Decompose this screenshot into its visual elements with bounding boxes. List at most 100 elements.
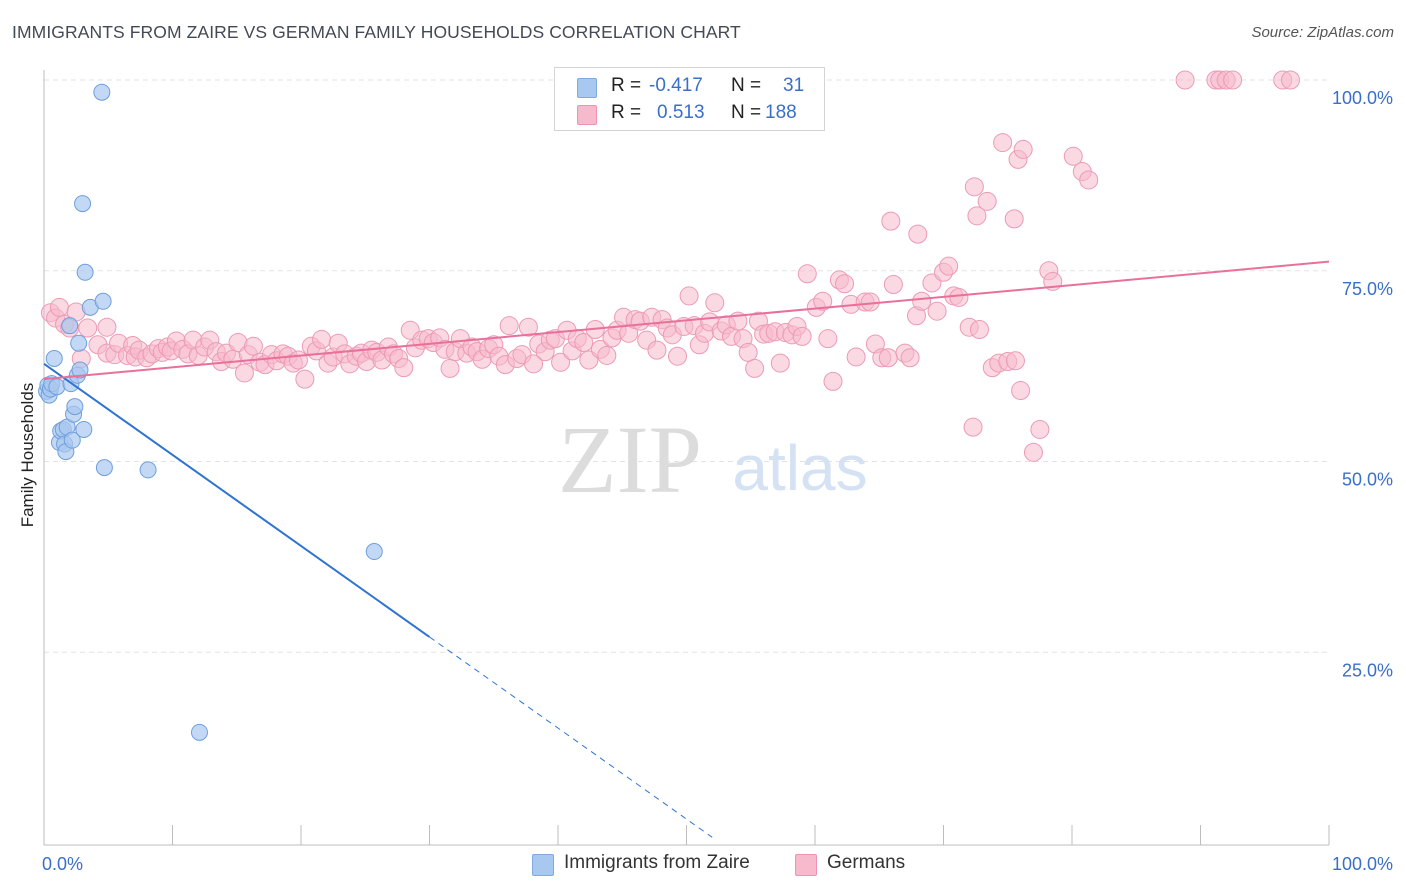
y-axis-label: Family Households	[18, 382, 37, 528]
germans-point	[878, 348, 898, 368]
germans-point	[394, 358, 414, 378]
bottom-legend-swatch-zaire	[532, 854, 554, 876]
zaire-trend-extension	[429, 636, 713, 838]
legend-n-label: N =	[731, 75, 762, 96]
zaire-point	[74, 195, 92, 213]
zaire-point	[95, 459, 113, 477]
germans-point	[705, 293, 725, 313]
trend-lines	[43, 260, 1330, 838]
bottom-legend-swatch-germans	[795, 854, 817, 876]
zaire-point	[139, 461, 157, 479]
germans-point	[1011, 381, 1031, 401]
germans-point	[668, 346, 688, 366]
germans-point	[939, 256, 959, 276]
legend-r-label: R =	[611, 75, 642, 96]
watermark: ZIP atlas	[558, 406, 868, 513]
x-tick-label: 100.0%	[1332, 854, 1393, 874]
germans-point	[97, 317, 117, 337]
legend-swatch-germans	[577, 105, 597, 125]
legend-r-label: R =	[611, 102, 642, 123]
zaire-point	[45, 349, 63, 367]
zaire-points	[38, 83, 383, 741]
germans-point	[440, 358, 460, 378]
germans-trend-line	[43, 260, 1330, 381]
germans-point	[949, 287, 969, 307]
germans-point	[1079, 170, 1099, 190]
zaire-point	[190, 723, 208, 741]
germans-point	[49, 297, 69, 317]
germans-point	[647, 340, 667, 360]
bottom-legend-label-zaire: Immigrants from Zaire	[564, 852, 750, 873]
germans-point	[1175, 70, 1195, 90]
x-tick-label: 0.0%	[42, 854, 83, 874]
germans-point	[1013, 139, 1033, 159]
germans-point	[597, 345, 617, 365]
germans-point	[234, 363, 254, 383]
germans-point	[908, 224, 928, 244]
germans-point	[967, 206, 987, 226]
germans-point	[1280, 70, 1300, 90]
germans-point	[679, 286, 699, 306]
zaire-trend-line	[43, 363, 431, 638]
germans-point	[912, 291, 932, 311]
germans-point	[745, 358, 765, 378]
legend-n-value-germans: 188	[765, 102, 797, 123]
watermark-atlas: atlas	[732, 432, 867, 504]
germans-point	[1005, 351, 1025, 371]
zaire-point	[76, 263, 94, 281]
germans-point	[1223, 70, 1243, 90]
legend-r-value-germans: 0.513	[657, 102, 705, 123]
germans-point	[518, 317, 538, 337]
germans-point	[881, 211, 901, 231]
germans-point	[1063, 146, 1083, 166]
y-tick-label: 75.0%	[1342, 279, 1393, 299]
germans-point	[1030, 419, 1050, 439]
legend-swatch-zaire	[577, 78, 597, 98]
germans-point	[1004, 209, 1024, 229]
germans-point	[295, 369, 315, 389]
germans-point	[797, 264, 817, 284]
germans-point	[883, 274, 903, 294]
legend-n-label: N =	[731, 102, 762, 123]
legend-n-value-zaire: 31	[783, 75, 805, 96]
germans-point	[963, 417, 983, 437]
germans-point	[243, 336, 263, 356]
germans-point	[78, 318, 98, 338]
germans-point	[927, 301, 947, 321]
germans-point	[823, 371, 843, 391]
zaire-point	[93, 83, 111, 101]
germans-point	[770, 353, 790, 373]
germans-points	[40, 70, 1300, 462]
germans-point	[835, 274, 855, 294]
germans-point	[969, 320, 989, 340]
zaire-point	[70, 334, 88, 352]
germans-point	[288, 350, 308, 370]
zaire-point	[365, 543, 383, 561]
legend-r-value-zaire: -0.417	[649, 75, 703, 96]
germans-point	[551, 352, 571, 372]
tick-labels: 25.0% 50.0% 75.0% 100.0% 0.0% 100.0%	[42, 88, 1393, 874]
zaire-point	[75, 420, 93, 438]
y-tick-label: 100.0%	[1332, 88, 1393, 108]
zaire-point	[94, 292, 112, 310]
zaire-point	[71, 361, 89, 379]
germans-point	[900, 348, 920, 368]
germans-point	[738, 342, 758, 362]
germans-point	[499, 316, 519, 336]
y-tick-label: 25.0%	[1342, 660, 1393, 680]
zaire-point	[48, 378, 66, 396]
germans-point	[312, 329, 332, 349]
germans-point	[993, 133, 1013, 153]
germans-point	[792, 326, 812, 346]
germans-point	[813, 291, 833, 311]
watermark-zip: ZIP	[558, 406, 702, 513]
chart-title: IMMIGRANTS FROM ZAIRE VS GERMAN FAMILY H…	[12, 22, 741, 42]
germans-point	[977, 191, 997, 211]
bottom-legend-label-germans: Germans	[827, 852, 906, 873]
germans-point	[964, 177, 984, 197]
germans-point	[818, 329, 838, 349]
germans-point	[574, 332, 594, 352]
zaire-point	[63, 431, 81, 449]
germans-point	[524, 354, 544, 374]
